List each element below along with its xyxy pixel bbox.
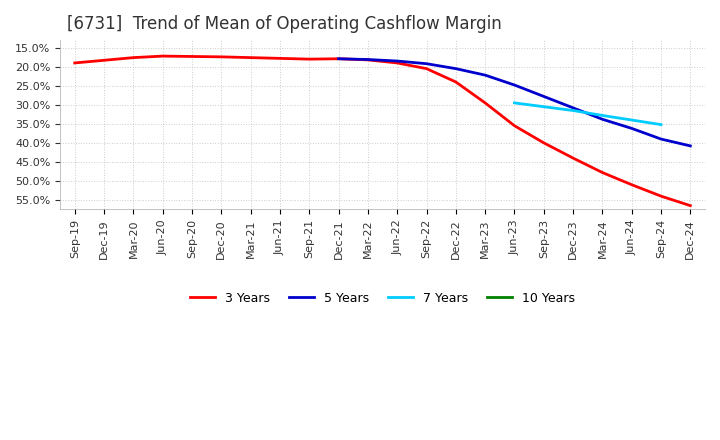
3 Years	[100, 58, 109, 63]
3 Years	[569, 155, 577, 161]
3 Years	[422, 66, 431, 71]
7 Years	[627, 117, 636, 123]
3 Years	[246, 55, 255, 60]
3 Years	[276, 56, 284, 61]
3 Years	[686, 203, 695, 208]
7 Years	[539, 104, 548, 110]
3 Years	[129, 55, 138, 60]
3 Years	[364, 57, 372, 62]
5 Years	[481, 73, 490, 78]
3 Years	[158, 53, 167, 59]
3 Years	[334, 56, 343, 62]
5 Years	[422, 61, 431, 66]
5 Years	[686, 143, 695, 149]
3 Years	[481, 100, 490, 106]
7 Years	[510, 100, 519, 106]
5 Years	[539, 94, 548, 99]
3 Years	[657, 194, 665, 199]
5 Years	[598, 117, 607, 122]
5 Years	[569, 105, 577, 110]
5 Years	[334, 56, 343, 62]
5 Years	[451, 66, 460, 71]
Line: 7 Years: 7 Years	[515, 103, 661, 125]
3 Years	[451, 79, 460, 84]
Legend: 3 Years, 5 Years, 7 Years, 10 Years: 3 Years, 5 Years, 7 Years, 10 Years	[185, 287, 580, 310]
3 Years	[305, 56, 314, 62]
3 Years	[393, 60, 402, 66]
5 Years	[393, 59, 402, 64]
5 Years	[657, 136, 665, 142]
7 Years	[598, 113, 607, 118]
7 Years	[657, 122, 665, 127]
7 Years	[569, 108, 577, 113]
5 Years	[627, 126, 636, 131]
Line: 3 Years: 3 Years	[75, 56, 690, 205]
3 Years	[217, 54, 225, 59]
3 Years	[510, 123, 519, 128]
3 Years	[71, 60, 79, 66]
5 Years	[364, 57, 372, 62]
3 Years	[627, 182, 636, 187]
Line: 5 Years: 5 Years	[338, 59, 690, 146]
3 Years	[188, 54, 197, 59]
3 Years	[598, 170, 607, 175]
5 Years	[510, 82, 519, 88]
3 Years	[539, 140, 548, 146]
Text: [6731]  Trend of Mean of Operating Cashflow Margin: [6731] Trend of Mean of Operating Cashfl…	[66, 15, 501, 33]
